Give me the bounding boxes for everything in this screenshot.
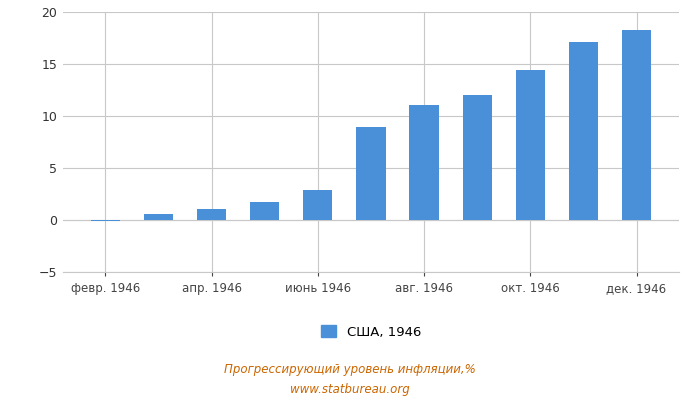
Text: Прогрессирующий уровень инфляции,%: Прогрессирующий уровень инфляции,%: [224, 364, 476, 376]
Bar: [410, 104, 439, 220]
Text: www.statbureau.org: www.statbureau.org: [290, 384, 410, 396]
Bar: [144, 214, 173, 220]
Bar: [569, 42, 598, 220]
Bar: [516, 70, 545, 220]
Bar: [303, 190, 332, 220]
Bar: [197, 208, 226, 220]
Bar: [356, 128, 386, 220]
Bar: [622, 30, 651, 220]
Bar: [91, 220, 120, 221]
Bar: [463, 95, 492, 220]
Bar: [250, 202, 279, 220]
Legend: США, 1946: США, 1946: [321, 325, 421, 339]
